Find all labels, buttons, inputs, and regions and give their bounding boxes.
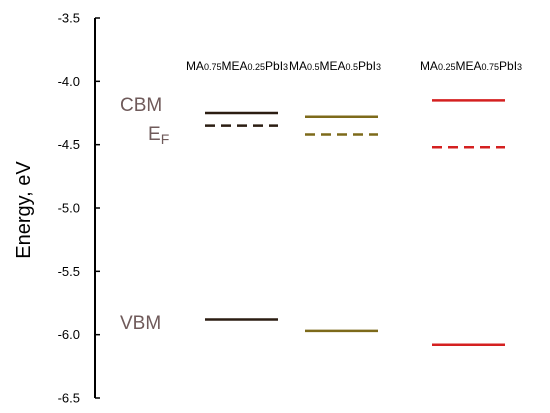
ef-label-main: E [148, 124, 161, 145]
y-axis-ticks: -3.5 -4.0 -4.5 -5.0 -5.5 -6.0 -6.5 [58, 11, 100, 406]
material-label-part: MEA [319, 59, 345, 73]
material-label-part: MEA [221, 59, 247, 73]
material-label-part: MEA [455, 59, 481, 73]
material-label-part: 3 [376, 62, 381, 72]
y-tick-label: -5.0 [58, 201, 80, 216]
material-label-part: 0.25 [438, 62, 456, 72]
y-tick-label: -6.0 [58, 327, 80, 342]
y-tick-label: -6.5 [58, 391, 80, 406]
y-tick-label: -3.5 [58, 11, 80, 26]
ef-label: EF [148, 124, 169, 147]
material-label: MA0.5MEA0.5PbI3 [289, 59, 381, 73]
vbm-label: VBM [120, 313, 161, 334]
material-columns: MA0.75MEA0.25PbI3 MA0.5MEA0.5PbI3 MA0.25ME… [186, 59, 522, 347]
y-axis-title: Energy, eV [13, 161, 35, 259]
y-tick-label: -4.5 [58, 137, 80, 152]
material-label-part: 0.75 [481, 62, 499, 72]
material-label-part: MA [186, 59, 204, 73]
material-label-part: 3 [283, 62, 288, 72]
material-label-part: 0.5 [307, 62, 320, 72]
material-label-part: PbI [358, 59, 376, 73]
material-label: MA0.25MEA0.75PbI3 [420, 59, 522, 73]
ef-label-sub: F [161, 131, 170, 147]
material-label-part: PbI [265, 59, 283, 73]
material-label-part: MA [420, 59, 438, 73]
y-tick-label: -5.5 [58, 264, 80, 279]
material-label: MA0.75MEA0.25PbI3 [186, 59, 288, 73]
y-tick-label: -4.0 [58, 74, 80, 89]
cbm-label: CBM [120, 95, 162, 116]
material-label-part: 0.5 [345, 62, 358, 72]
material-label-part: 0.25 [247, 62, 265, 72]
material-column-3: MA0.25MEA0.75PbI3 [420, 59, 522, 347]
material-column-2: MA0.5MEA0.5PbI3 [289, 59, 381, 333]
material-column-1: MA0.75MEA0.25PbI3 [186, 59, 288, 321]
material-label-part: MA [289, 59, 307, 73]
material-label-part: 0.75 [204, 62, 222, 72]
material-label-part: PbI [499, 59, 517, 73]
material-label-part: 3 [517, 62, 522, 72]
